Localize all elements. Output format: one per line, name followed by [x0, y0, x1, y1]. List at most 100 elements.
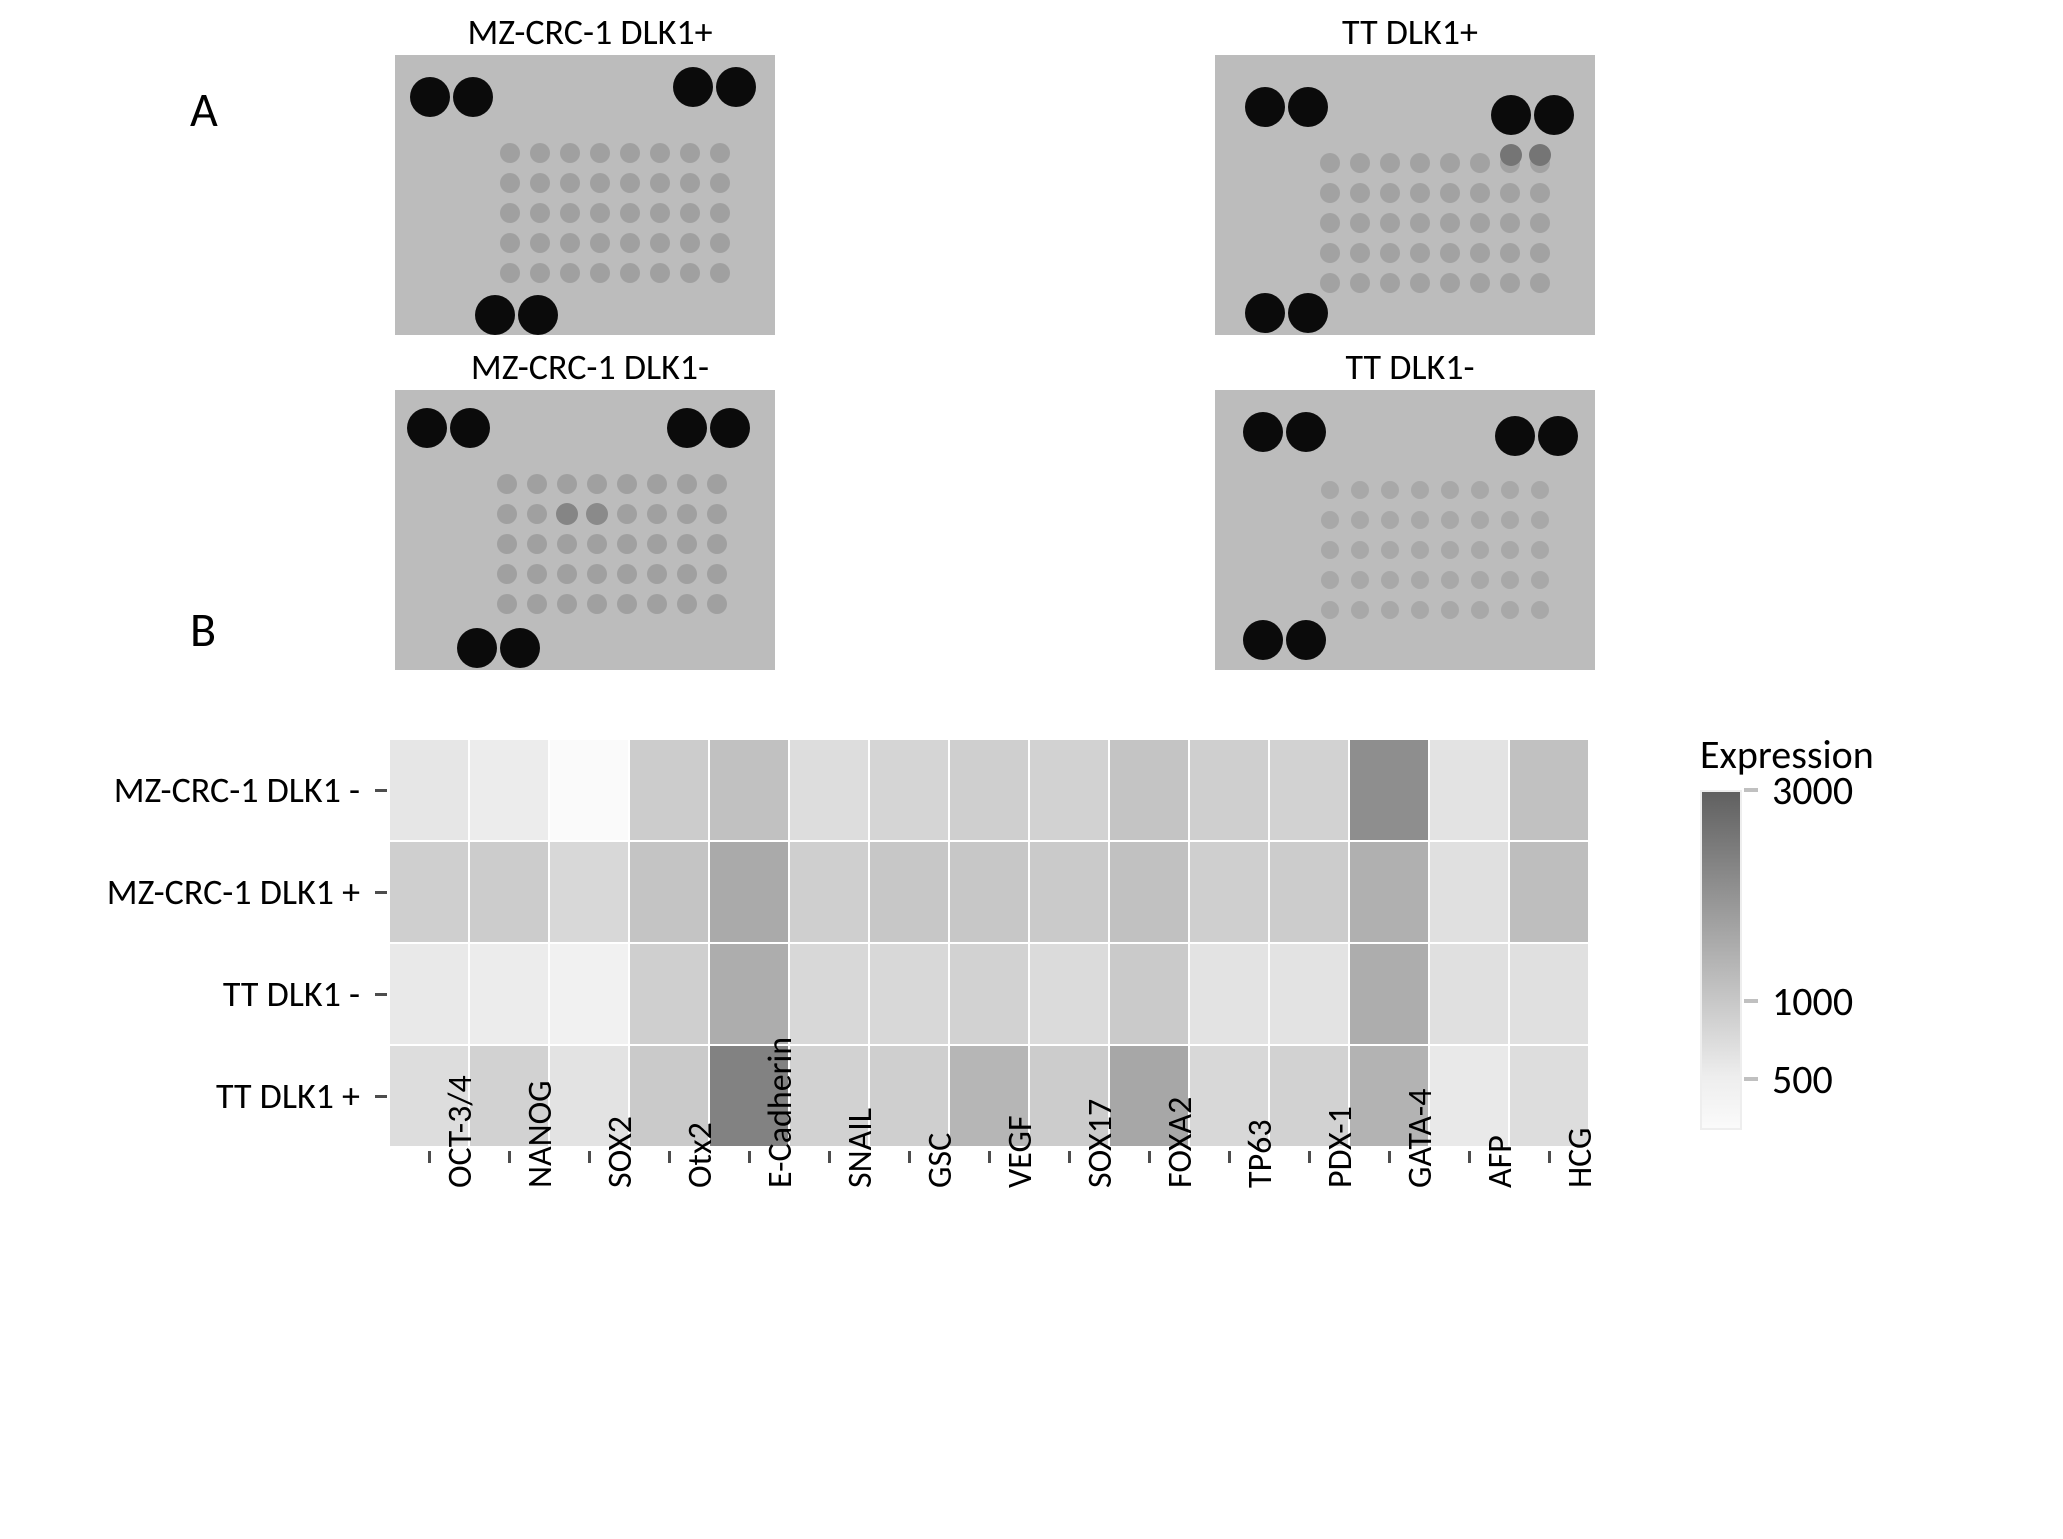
blot-spot-faint	[1350, 273, 1370, 293]
heatmap-col-tick	[908, 1151, 911, 1163]
blot-spot-faint	[620, 233, 640, 253]
heatmap-col-tick	[1148, 1151, 1151, 1163]
heatmap-cell	[470, 944, 548, 1044]
blot-spot-faint	[710, 263, 730, 283]
heatmap-col-label: TP63	[1240, 1119, 1281, 1188]
legend-label: 1000	[1772, 977, 1853, 1026]
blot-spot-faint	[527, 594, 547, 614]
blot-spot-faint	[1471, 511, 1489, 529]
blot-spot-control	[716, 67, 756, 107]
blot-spot-faint	[1531, 601, 1549, 619]
heatmap-col-tick	[588, 1151, 591, 1163]
blot-spot-faint	[560, 143, 580, 163]
heatmap-cell	[550, 842, 628, 942]
heatmap-row-label: TT DLK1 -	[0, 972, 360, 1016]
blot-spot-faint	[527, 534, 547, 554]
blot-spot-faint	[1321, 571, 1339, 589]
blot-spot-faint	[680, 263, 700, 283]
blot-spot-faint	[500, 143, 520, 163]
blot-spot-faint	[1501, 541, 1519, 559]
blot-spot-faint	[1410, 183, 1430, 203]
blot-spot-faint	[710, 173, 730, 193]
heatmap-cell	[1350, 842, 1428, 942]
blot-spot-faint	[530, 143, 550, 163]
heatmap-cell	[870, 842, 948, 942]
blot-spot-faint	[650, 203, 670, 223]
heatmap-col-label: HCG	[1560, 1128, 1601, 1188]
heatmap-col-label: GATA-4	[1400, 1089, 1441, 1188]
heatmap-col-label: SOX2	[600, 1116, 641, 1188]
blot-spot-faint	[1500, 243, 1520, 263]
blot-array	[395, 55, 775, 335]
blot-spot-faint	[557, 564, 577, 584]
blot-spot-faint	[590, 233, 610, 253]
blot-spot-faint	[497, 474, 517, 494]
heatmap-col-tick	[748, 1151, 751, 1163]
heatmap-col-tick	[1468, 1151, 1471, 1163]
heatmap-row-tick	[375, 1095, 387, 1098]
heatmap-row-tick	[375, 789, 387, 792]
heatmap-col-tick	[1388, 1151, 1391, 1163]
blot-spot-control	[500, 628, 540, 668]
blot-spot-faint	[1531, 511, 1549, 529]
blot-spot-faint	[620, 203, 640, 223]
blot-spot-faint	[1380, 273, 1400, 293]
heatmap-col-tick	[988, 1151, 991, 1163]
heatmap-cell	[1270, 842, 1348, 942]
blot-spot-faint	[1321, 511, 1339, 529]
heatmap-col-tick	[1228, 1151, 1231, 1163]
legend-tick	[1744, 999, 1758, 1003]
heatmap-cell	[1430, 944, 1508, 1044]
blot-spot-control	[407, 408, 447, 448]
blot-spot-faint	[1320, 273, 1340, 293]
heatmap-cell	[550, 944, 628, 1044]
heatmap-cell	[470, 740, 548, 840]
blot-spot-faint	[707, 564, 727, 584]
heatmap-col-label: VEGF	[1000, 1115, 1041, 1188]
blot-spot-faint	[1441, 601, 1459, 619]
heatmap-cell	[710, 944, 788, 1044]
blot-spot-faint	[1531, 481, 1549, 499]
blot-spot-faint	[1380, 213, 1400, 233]
blot-spot-faint	[1441, 511, 1459, 529]
blot-spot-faint	[680, 203, 700, 223]
blot-spot-faint	[1351, 541, 1369, 559]
blot-spot-faint	[1440, 183, 1460, 203]
heatmap-cell	[1030, 944, 1108, 1044]
heatmap-cell	[870, 740, 948, 840]
heatmap-cell	[1270, 740, 1348, 840]
blot-spot-control	[1288, 293, 1328, 333]
heatmap-cell	[470, 842, 548, 942]
heatmap-cell	[1430, 740, 1508, 840]
heatmap-cell	[1190, 944, 1268, 1044]
blot-spot-faint	[680, 173, 700, 193]
blot-spot-faint	[1410, 213, 1430, 233]
blot-spot-faint	[1351, 511, 1369, 529]
blot-spot-faint	[1350, 183, 1370, 203]
blot-spot-faint	[1321, 481, 1339, 499]
blot-spot-faint	[497, 594, 517, 614]
blot-spot-highlight	[1500, 144, 1522, 166]
blot-spot-faint	[710, 233, 730, 253]
blot-spot-faint	[1350, 243, 1370, 263]
blot-spot-faint	[617, 594, 637, 614]
heatmap-cell	[390, 944, 468, 1044]
heatmap-cell	[1430, 842, 1508, 942]
blot-spot-faint	[710, 143, 730, 163]
heatmap-cell	[1510, 740, 1588, 840]
heatmap-cell	[1510, 944, 1588, 1044]
heatmap-cell	[1190, 740, 1268, 840]
heatmap-col-label: AFP	[1480, 1135, 1521, 1188]
blot-spot-faint	[557, 534, 577, 554]
heatmap-col-tick	[668, 1151, 671, 1163]
blot-spot-control	[1491, 95, 1531, 135]
blot-spot-faint	[1470, 273, 1490, 293]
blot-array	[1215, 55, 1595, 335]
blot-spot-faint	[1470, 183, 1490, 203]
blot-spot-faint	[527, 504, 547, 524]
blot-spot-faint	[1530, 243, 1550, 263]
blot-spot-faint	[710, 203, 730, 223]
blot-spot-faint	[1350, 153, 1370, 173]
blot-spot-faint	[1320, 153, 1340, 173]
blot-spot-faint	[1501, 481, 1519, 499]
